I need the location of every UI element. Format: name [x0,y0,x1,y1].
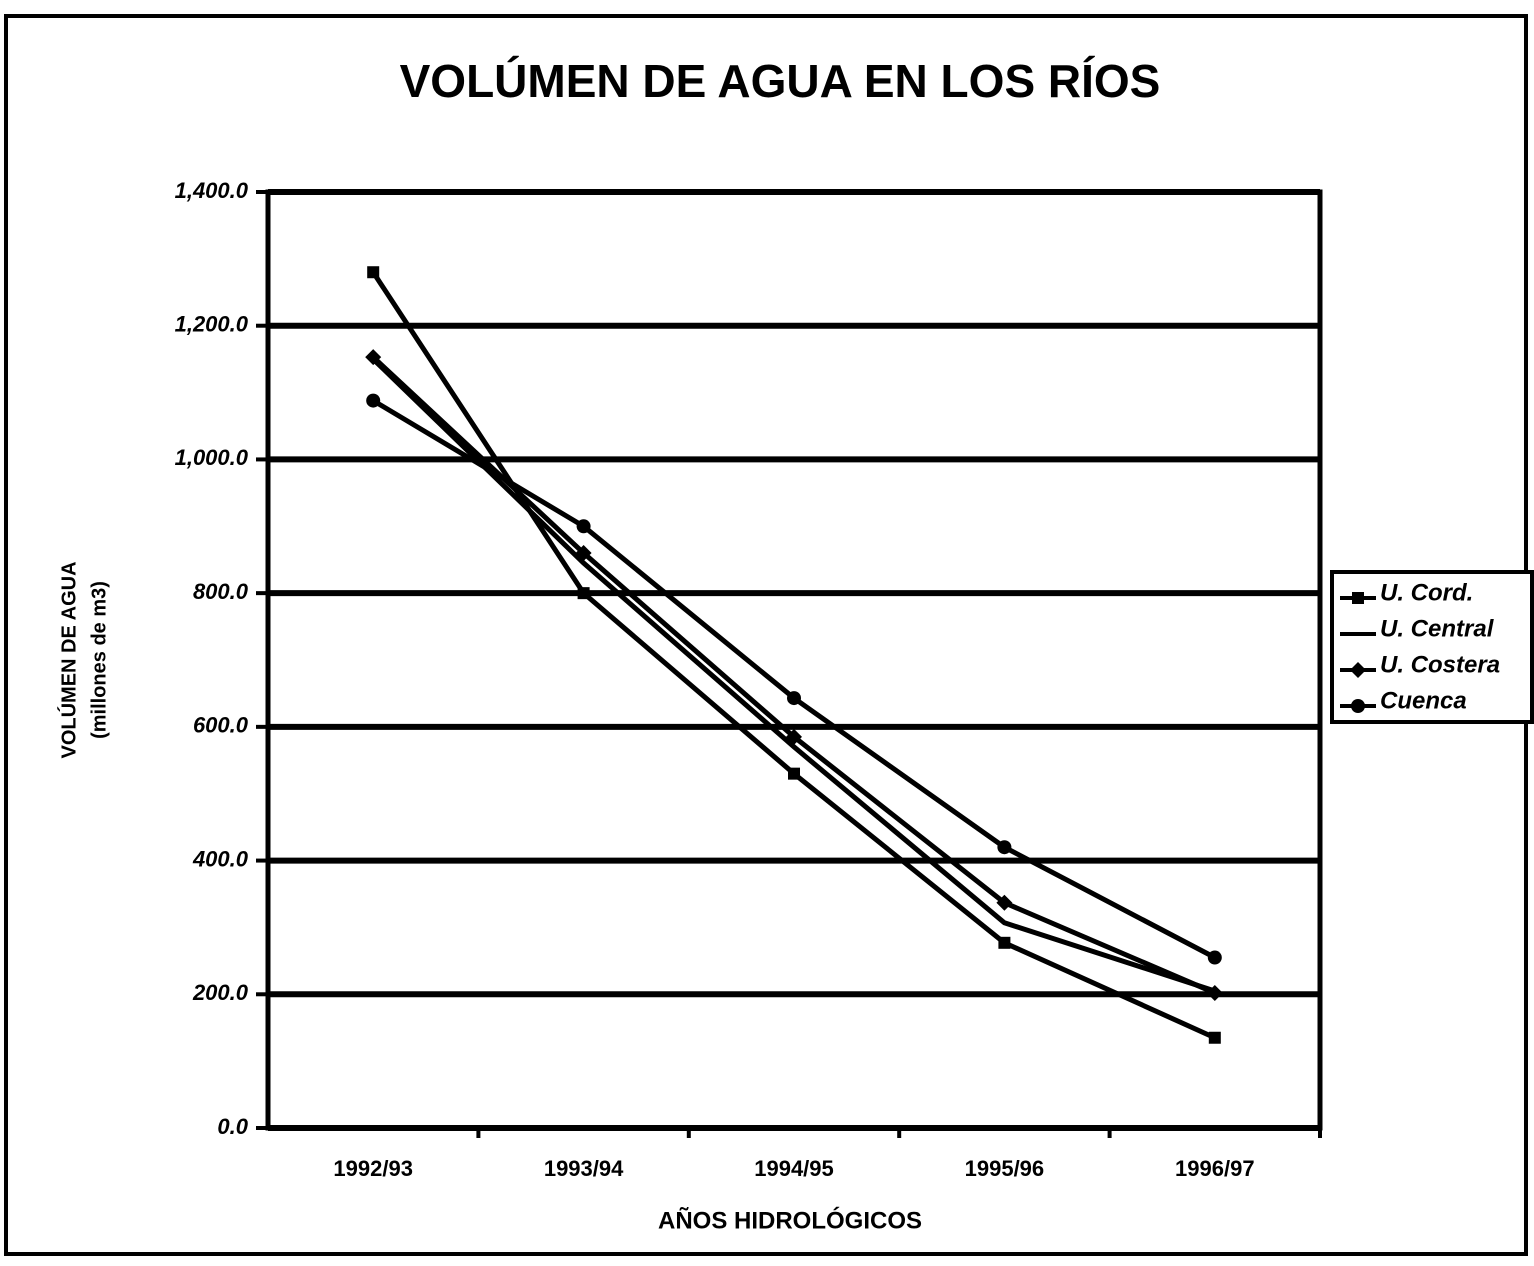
marker [575,545,592,562]
marker [788,767,800,780]
marker [365,349,382,366]
x-tick-label: 1994/95 [754,1156,834,1181]
marker [997,840,1012,855]
y-tick-label: 400.0 [192,846,249,871]
y-tick-label: 200.0 [192,980,249,1005]
chart-title: VOLÚMEN DE AGUA EN LOS RÍOS [400,55,1161,107]
y-axis-label-line: (millones de m3) [88,581,110,739]
marker [1208,1031,1221,1044]
marker [998,936,1011,949]
legend-label: U. Cord. [1380,579,1473,606]
marker [577,587,590,600]
x-tick-label: 1995/96 [965,1156,1045,1181]
y-tick-label: 1,200.0 [175,312,249,337]
marker [787,691,801,706]
y-axis-label: VOLÚMEN DE AGUA (millones de m3) [56,561,110,758]
series-line [371,355,1216,996]
marker [996,894,1013,911]
x-tick-label: 1996/97 [1175,1156,1255,1181]
marker [1206,984,1223,1001]
y-tick-label: 1,400.0 [175,178,249,203]
y-tick-label: 0.0 [217,1114,248,1139]
y-axis-label-line: VOLÚMEN DE AGUA [56,561,80,758]
x-axis-label: AÑOS HIDROLÓGICOS [658,1206,922,1234]
legend-label: Cuenca [1380,687,1467,714]
marker [576,519,591,534]
y-tick-label: 1,000.0 [175,445,249,470]
marker [366,393,381,408]
marker [1207,950,1222,965]
y-tick-label: 800.0 [193,579,249,604]
plot-area [265,189,1323,1131]
marker [367,266,380,279]
y-tick-label: 600.0 [193,713,249,738]
legend-label: U. Costera [1380,651,1500,678]
legend-label: U. Central [1380,615,1495,642]
marker [786,728,802,745]
series-line [371,357,1216,994]
marker [1350,662,1366,678]
marker [1352,592,1364,604]
marker [1351,699,1365,713]
x-tick-label: 1992/93 [333,1156,413,1181]
series-line [371,270,1216,1041]
x-tick-label: 1993/94 [544,1156,624,1181]
